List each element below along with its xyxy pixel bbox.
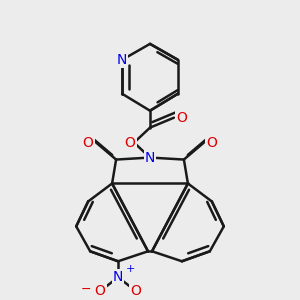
Text: N: N [117, 53, 127, 67]
Text: O: O [176, 111, 187, 125]
Text: O: O [206, 136, 217, 150]
Text: O: O [130, 284, 142, 298]
Text: O: O [83, 136, 94, 150]
Text: O: O [95, 284, 106, 298]
Text: O: O [124, 136, 136, 150]
Text: N: N [113, 270, 123, 284]
Text: +: + [125, 264, 135, 274]
Text: N: N [145, 151, 155, 165]
Text: −: − [81, 283, 92, 296]
